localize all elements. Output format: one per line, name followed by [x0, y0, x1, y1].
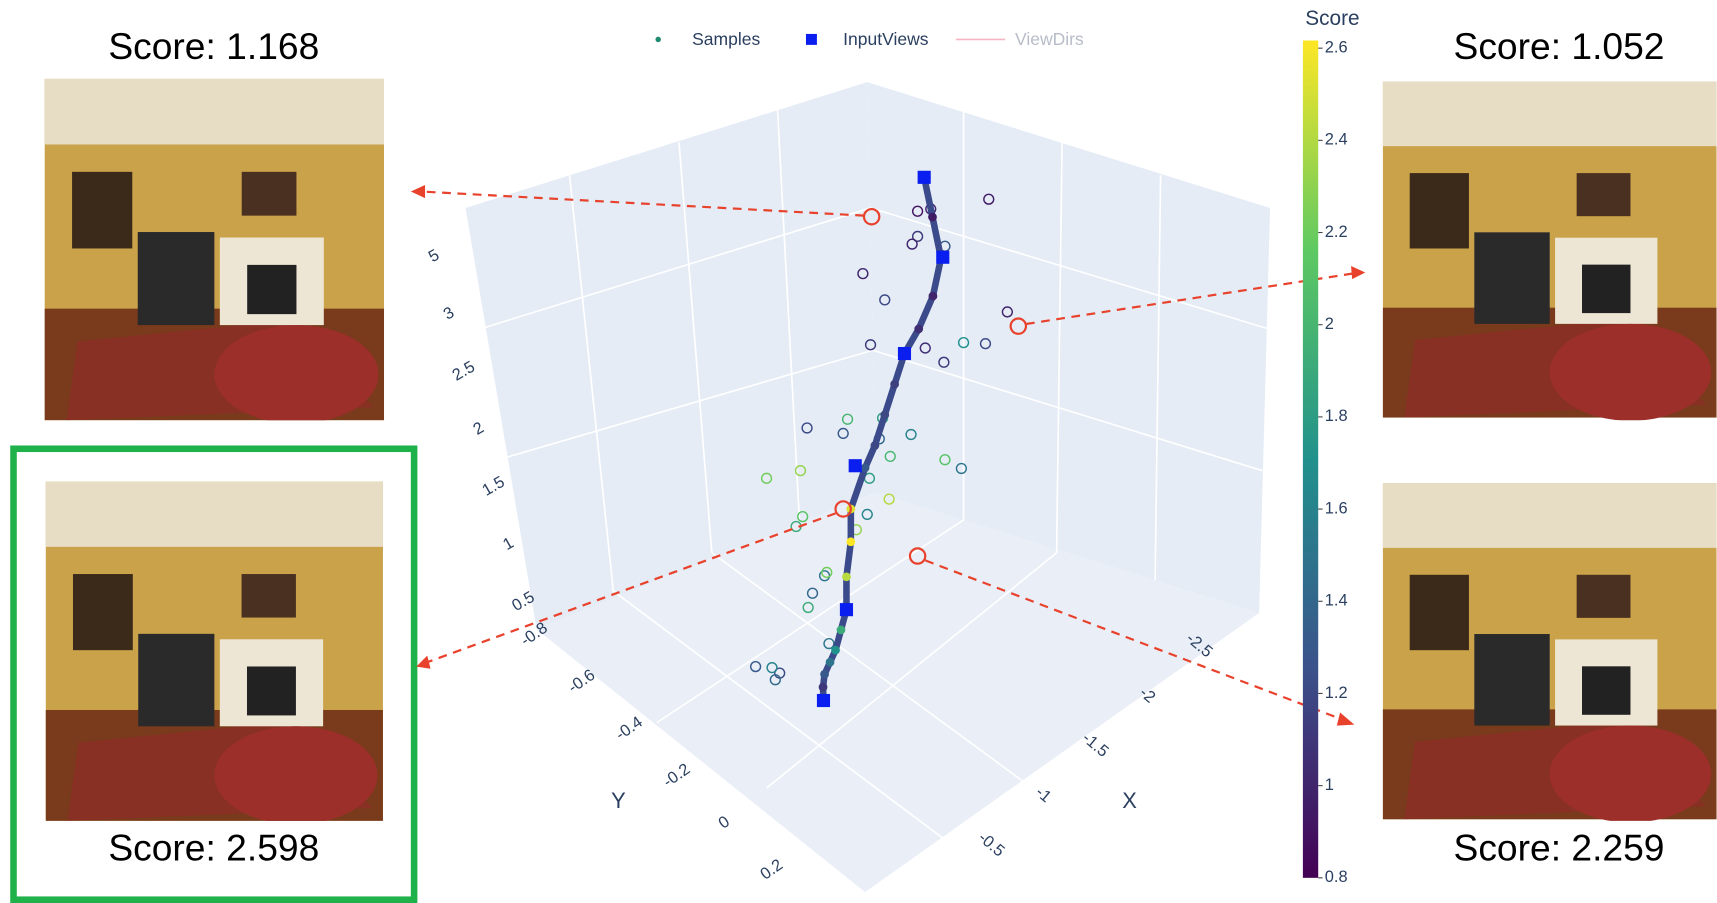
trajectory-point	[928, 213, 937, 222]
figure: Score: 1.168 Score: 2.598 Score: 1.052 S…	[0, 0, 1717, 903]
legend-marker	[806, 34, 817, 45]
legend-label[interactable]: InputViews	[843, 29, 929, 49]
score-label: Score: 2.598	[108, 826, 319, 868]
axis-tick-label: -0.5	[975, 828, 1008, 860]
colorbar-tick-label: 1.4	[1325, 592, 1348, 610]
trajectory-point	[861, 464, 870, 473]
colorbar-tick-label: 2.6	[1325, 38, 1348, 56]
colorbar-title: Score	[1305, 7, 1359, 30]
legend-marker	[655, 37, 660, 42]
axis-tick-label: 1	[500, 534, 517, 554]
trajectory-point	[842, 572, 851, 581]
colorbar-tick-label: 0.8	[1325, 868, 1348, 886]
axis-tick-label: 2.5	[449, 358, 478, 385]
trajectory-point	[819, 683, 828, 692]
trajectory-point	[871, 441, 880, 450]
render-image	[1383, 82, 1717, 421]
render-image	[45, 79, 384, 424]
render-image	[1383, 483, 1717, 822]
colorbar	[1303, 40, 1318, 877]
trajectory-point	[880, 410, 889, 419]
input-view	[817, 694, 830, 707]
trajectory-point	[890, 380, 899, 389]
colorbar-tick-label: 1.2	[1325, 684, 1348, 702]
input-view	[936, 251, 949, 264]
axis-tick-label: 2	[470, 419, 487, 439]
trajectory-point	[820, 670, 829, 679]
colorbar-tick-label: 1.8	[1325, 407, 1348, 425]
colorbar-tick-label: 1	[1325, 776, 1334, 794]
input-view	[849, 459, 862, 472]
axis-label: X	[1122, 788, 1137, 813]
axis-tick-label: -0.2	[660, 760, 693, 791]
input-view	[840, 603, 853, 616]
trajectory-point	[929, 292, 938, 301]
axis-tick-label: -0.4	[612, 713, 645, 744]
colorbar-tick-label: 1.6	[1325, 499, 1348, 517]
legend-label[interactable]: ViewDirs	[1015, 29, 1084, 49]
axis-tick-label: 0.2	[757, 856, 786, 884]
trajectory-point	[831, 646, 840, 655]
axis-tick-label: 3	[440, 303, 457, 323]
render-image	[46, 482, 383, 825]
input-view	[918, 171, 931, 184]
trajectory-point	[826, 658, 835, 667]
trajectory-point	[837, 626, 846, 635]
trajectory-point	[846, 537, 855, 546]
colorbar-tick-label: 2.2	[1325, 223, 1348, 241]
colorbar-tick-label: 2	[1325, 315, 1334, 333]
scene	[466, 82, 1270, 892]
input-view	[898, 347, 911, 360]
axis-tick-label: 5	[425, 246, 442, 266]
trajectory-point	[914, 325, 923, 334]
axis-tick-label: 1.5	[479, 473, 508, 500]
axis-tick-label: 0	[715, 813, 733, 833]
score-label: Score: 1.168	[108, 25, 319, 67]
axis-label: Y	[611, 788, 626, 813]
score-label: Score: 2.259	[1454, 826, 1665, 868]
score-label: Score: 1.052	[1454, 25, 1665, 67]
colorbar-tick-label: 2.4	[1325, 131, 1348, 149]
legend-label[interactable]: Samples	[692, 29, 760, 49]
